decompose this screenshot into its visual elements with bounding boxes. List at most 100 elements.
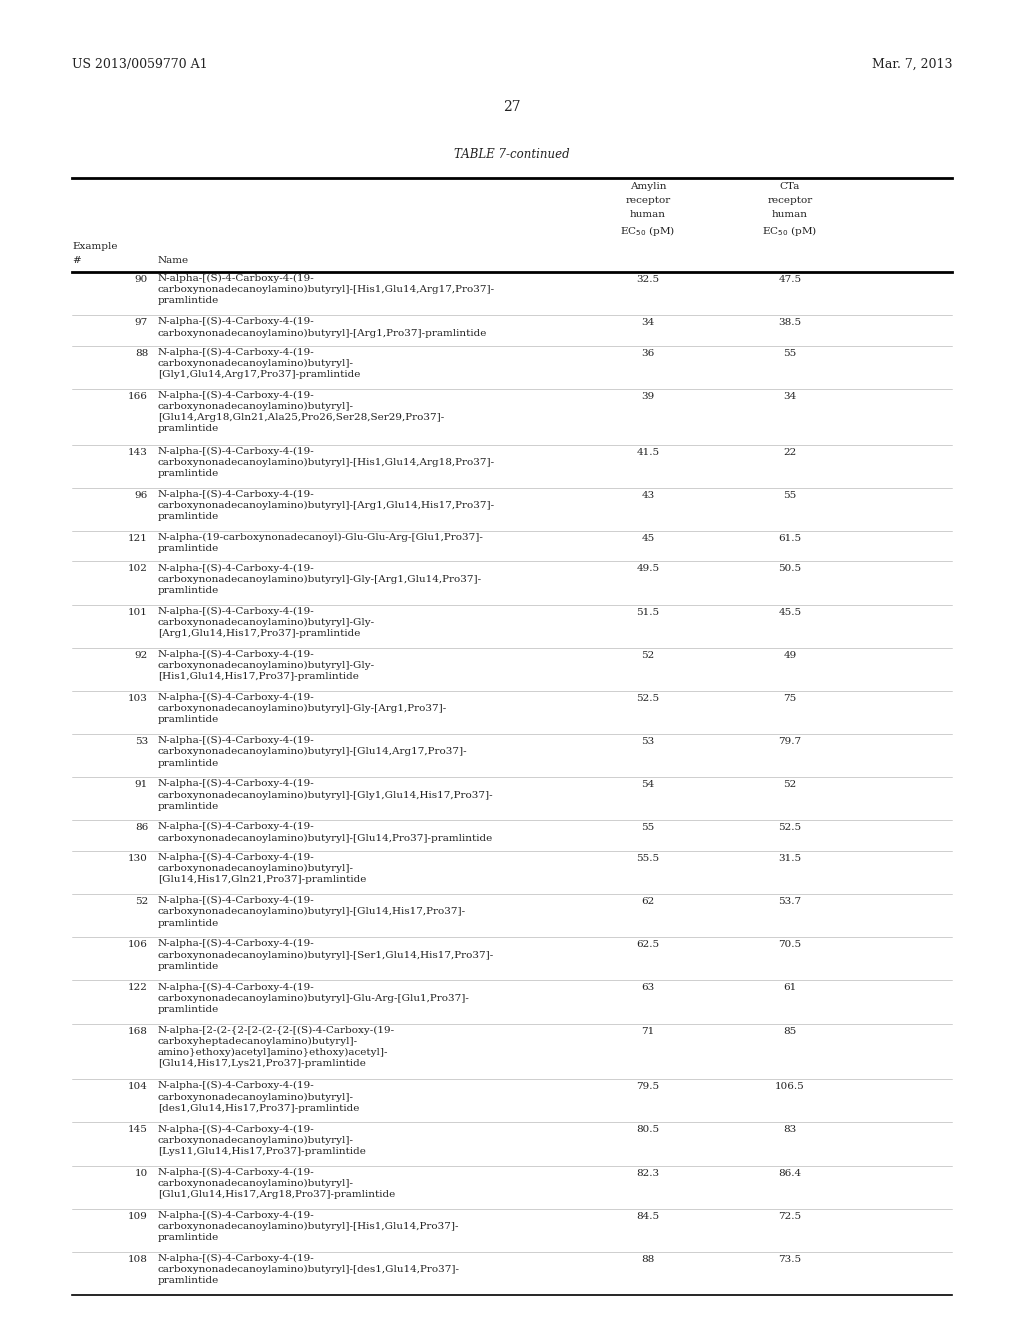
Text: 41.5: 41.5 [637, 447, 659, 457]
Text: 92: 92 [135, 651, 148, 660]
Text: 49: 49 [783, 651, 797, 660]
Text: 10: 10 [135, 1168, 148, 1177]
Text: 36: 36 [641, 348, 654, 358]
Text: #: # [72, 256, 81, 265]
Text: receptor: receptor [626, 195, 671, 205]
Text: 86.4: 86.4 [778, 1168, 802, 1177]
Text: 103: 103 [128, 694, 148, 704]
Text: 53.7: 53.7 [778, 898, 802, 906]
Text: 86: 86 [135, 824, 148, 833]
Text: N-alpha-[(S)-4-Carboxy-4-(19-
carboxynonadecanoylamino)butyryl]-
[Lys11,Glu14,Hi: N-alpha-[(S)-4-Carboxy-4-(19- carboxynon… [158, 1125, 366, 1156]
Text: Amylin: Amylin [630, 182, 667, 191]
Text: 80.5: 80.5 [637, 1126, 659, 1134]
Text: 106.5: 106.5 [775, 1082, 805, 1092]
Text: Name: Name [158, 256, 189, 265]
Text: N-alpha-[(S)-4-Carboxy-4-(19-
carboxynonadecanoylamino)butyryl]-
[Glu14,His17,Gl: N-alpha-[(S)-4-Carboxy-4-(19- carboxynon… [158, 853, 367, 884]
Text: 106: 106 [128, 940, 148, 949]
Text: 122: 122 [128, 983, 148, 993]
Text: 52.5: 52.5 [637, 694, 659, 704]
Text: 32.5: 32.5 [637, 275, 659, 284]
Text: receptor: receptor [767, 195, 813, 205]
Text: N-alpha-[(S)-4-Carboxy-4-(19-
carboxynonadecanoylamino)butyryl]-Glu-Arg-[Glu1,Pr: N-alpha-[(S)-4-Carboxy-4-(19- carboxynon… [158, 982, 470, 1014]
Text: Mar. 7, 2013: Mar. 7, 2013 [871, 58, 952, 71]
Text: N-alpha-[(S)-4-Carboxy-4-(19-
carboxynonadecanoylamino)butyryl]-Gly-[Arg1,Pro37]: N-alpha-[(S)-4-Carboxy-4-(19- carboxynon… [158, 693, 447, 725]
Text: 50.5: 50.5 [778, 565, 802, 573]
Text: EC$_{50}$ (pM): EC$_{50}$ (pM) [621, 224, 676, 238]
Text: 109: 109 [128, 1212, 148, 1221]
Text: N-alpha-[(S)-4-Carboxy-4-(19-
carboxynonadecanoylamino)butyryl]-[Glu14,His17,Pro: N-alpha-[(S)-4-Carboxy-4-(19- carboxynon… [158, 896, 466, 928]
Text: 55.5: 55.5 [637, 854, 659, 863]
Text: N-alpha-[(S)-4-Carboxy-4-(19-
carboxynonadecanoylamino)butyryl]-Gly-
[His1,Glu14: N-alpha-[(S)-4-Carboxy-4-(19- carboxynon… [158, 649, 375, 681]
Text: 52.5: 52.5 [778, 824, 802, 833]
Text: 75: 75 [783, 694, 797, 704]
Text: 102: 102 [128, 565, 148, 573]
Text: 55: 55 [783, 491, 797, 500]
Text: human: human [772, 210, 808, 219]
Text: 168: 168 [128, 1027, 148, 1036]
Text: 62.5: 62.5 [637, 940, 659, 949]
Text: 22: 22 [783, 447, 797, 457]
Text: 97: 97 [135, 318, 148, 327]
Text: 96: 96 [135, 491, 148, 500]
Text: 130: 130 [128, 854, 148, 863]
Text: 104: 104 [128, 1082, 148, 1092]
Text: 52: 52 [135, 898, 148, 906]
Text: 27: 27 [503, 100, 521, 114]
Text: 72.5: 72.5 [778, 1212, 802, 1221]
Text: N-alpha-[(S)-4-Carboxy-4-(19-
carboxynonadecanoylamino)butyryl]-Gly-[Arg1,Glu14,: N-alpha-[(S)-4-Carboxy-4-(19- carboxynon… [158, 564, 482, 595]
Text: 73.5: 73.5 [778, 1255, 802, 1263]
Text: N-alpha-[(S)-4-Carboxy-4-(19-
carboxynonadecanoylamino)butyryl]-[His1,Glu14,Arg1: N-alpha-[(S)-4-Carboxy-4-(19- carboxynon… [158, 446, 496, 478]
Text: 108: 108 [128, 1255, 148, 1263]
Text: 101: 101 [128, 607, 148, 616]
Text: human: human [630, 210, 666, 219]
Text: 143: 143 [128, 447, 148, 457]
Text: N-alpha-[(S)-4-Carboxy-4-(19-
carboxynonadecanoylamino)butyryl]-
[Glu1,Glu14,His: N-alpha-[(S)-4-Carboxy-4-(19- carboxynon… [158, 1168, 395, 1199]
Text: N-alpha-[(S)-4-Carboxy-4-(19-
carboxynonadecanoylamino)butyryl]-[Glu14,Arg17,Pro: N-alpha-[(S)-4-Carboxy-4-(19- carboxynon… [158, 737, 468, 767]
Text: US 2013/0059770 A1: US 2013/0059770 A1 [72, 58, 208, 71]
Text: 62: 62 [641, 898, 654, 906]
Text: 166: 166 [128, 392, 148, 401]
Text: 121: 121 [128, 533, 148, 543]
Text: N-alpha-[(S)-4-Carboxy-4-(19-
carboxynonadecanoylamino)butyryl]-[His1,Glu14,Arg1: N-alpha-[(S)-4-Carboxy-4-(19- carboxynon… [158, 275, 496, 305]
Text: 83: 83 [783, 1126, 797, 1134]
Text: 45.5: 45.5 [778, 607, 802, 616]
Text: N-alpha-[(S)-4-Carboxy-4-(19-
carboxynonadecanoylamino)butyryl]-[Arg1,Pro37]-pra: N-alpha-[(S)-4-Carboxy-4-(19- carboxynon… [158, 317, 487, 338]
Text: 39: 39 [641, 392, 654, 401]
Text: 52: 52 [783, 780, 797, 789]
Text: 90: 90 [135, 275, 148, 284]
Text: 91: 91 [135, 780, 148, 789]
Text: 31.5: 31.5 [778, 854, 802, 863]
Text: N-alpha-[(S)-4-Carboxy-4-(19-
carboxynonadecanoylamino)butyryl]-[Glu14,Pro37]-pr: N-alpha-[(S)-4-Carboxy-4-(19- carboxynon… [158, 822, 494, 842]
Text: CTa: CTa [780, 182, 800, 191]
Text: N-alpha-[2-(2-{2-[2-(2-{2-[(S)-4-Carboxy-(19-
carboxyheptadecanoylamino)butyryl]: N-alpha-[2-(2-{2-[2-(2-{2-[(S)-4-Carboxy… [158, 1026, 395, 1068]
Text: 61: 61 [783, 983, 797, 993]
Text: N-alpha-[(S)-4-Carboxy-4-(19-
carboxynonadecanoylamino)butyryl]-
[Glu14,Arg18,Gl: N-alpha-[(S)-4-Carboxy-4-(19- carboxynon… [158, 391, 444, 433]
Text: 43: 43 [641, 491, 654, 500]
Text: N-alpha-[(S)-4-Carboxy-4-(19-
carboxynonadecanoylamino)butyryl]-[His1,Glu14,Pro3: N-alpha-[(S)-4-Carboxy-4-(19- carboxynon… [158, 1210, 460, 1242]
Text: N-alpha-[(S)-4-Carboxy-4-(19-
carboxynonadecanoylamino)butyryl]-Gly-
[Arg1,Glu14: N-alpha-[(S)-4-Carboxy-4-(19- carboxynon… [158, 607, 375, 638]
Text: 79.7: 79.7 [778, 737, 802, 746]
Text: Example: Example [72, 242, 118, 251]
Text: 53: 53 [641, 737, 654, 746]
Text: TABLE 7-continued: TABLE 7-continued [455, 148, 569, 161]
Text: 34: 34 [783, 392, 797, 401]
Text: N-alpha-(19-carboxynonadecanoyl)-Glu-Glu-Arg-[Glu1,Pro37]-
pramlintide: N-alpha-(19-carboxynonadecanoyl)-Glu-Glu… [158, 533, 484, 553]
Text: 45: 45 [641, 533, 654, 543]
Text: 84.5: 84.5 [637, 1212, 659, 1221]
Text: EC$_{50}$ (pM): EC$_{50}$ (pM) [763, 224, 817, 238]
Text: 34: 34 [641, 318, 654, 327]
Text: N-alpha-[(S)-4-Carboxy-4-(19-
carboxynonadecanoylamino)butyryl]-[Ser1,Glu14,His1: N-alpha-[(S)-4-Carboxy-4-(19- carboxynon… [158, 940, 495, 970]
Text: 51.5: 51.5 [637, 607, 659, 616]
Text: 47.5: 47.5 [778, 275, 802, 284]
Text: 54: 54 [641, 780, 654, 789]
Text: 61.5: 61.5 [778, 533, 802, 543]
Text: 71: 71 [641, 1027, 654, 1036]
Text: 82.3: 82.3 [637, 1168, 659, 1177]
Text: 49.5: 49.5 [637, 565, 659, 573]
Text: N-alpha-[(S)-4-Carboxy-4-(19-
carboxynonadecanoylamino)butyryl]-[Gly1,Glu14,His1: N-alpha-[(S)-4-Carboxy-4-(19- carboxynon… [158, 779, 494, 810]
Text: 55: 55 [783, 348, 797, 358]
Text: 70.5: 70.5 [778, 940, 802, 949]
Text: 85: 85 [783, 1027, 797, 1036]
Text: 63: 63 [641, 983, 654, 993]
Text: N-alpha-[(S)-4-Carboxy-4-(19-
carboxynonadecanoylamino)butyryl]-
[des1,Glu14,His: N-alpha-[(S)-4-Carboxy-4-(19- carboxynon… [158, 1081, 359, 1113]
